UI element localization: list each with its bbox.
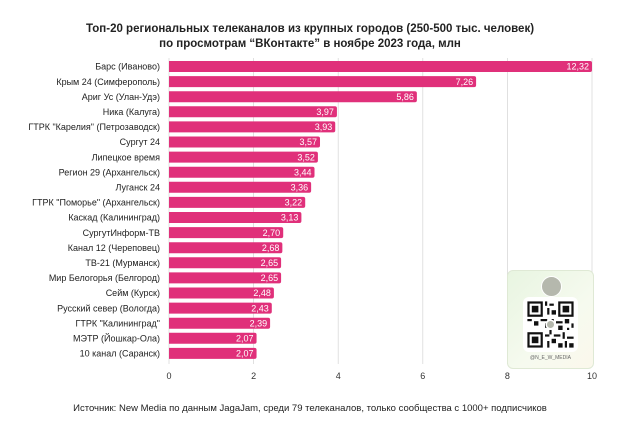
bar [169, 151, 318, 163]
category-label: ГТРК "Калининград" [75, 318, 160, 328]
bar [169, 287, 274, 299]
category-label: 10 канал (Саранск) [80, 349, 160, 359]
bar [169, 106, 337, 118]
bar [169, 76, 477, 88]
bar [169, 317, 271, 329]
bar [169, 332, 257, 344]
bar-value-label: 2,07 [236, 334, 254, 344]
x-tick-label: 2 [251, 371, 256, 381]
x-tick-label: 6 [420, 371, 425, 381]
bar [169, 242, 283, 254]
bar [169, 347, 257, 359]
category-label: Сейм (Курск) [106, 288, 160, 298]
bar-value-label: 2,70 [263, 228, 281, 238]
bar-value-label: 2,65 [261, 273, 279, 283]
category-label: Канал 12 (Череповец) [68, 243, 160, 253]
chart-title-line-1: Топ-20 региональных телеканалов из крупн… [85, 23, 535, 35]
bar-value-label: 3,57 [299, 137, 317, 147]
category-label: Регион 29 (Архангельск) [59, 167, 160, 177]
category-label: Мир Белогорья (Белгород) [49, 273, 160, 283]
bar-value-label: 3,97 [316, 107, 334, 117]
bar [169, 227, 284, 239]
bar-value-label: 3,36 [291, 183, 309, 193]
bars: 12,32 7,26 5,86 3,97 3,93 3,57 3,52 3,44 3,36 3,2… [169, 61, 592, 359]
category-label: Каскад (Калининград) [68, 213, 160, 223]
category-labels: Барс (Иваново) Крым 24 (Симферополь) Ариг … [28, 62, 160, 359]
category-label: Луганск 24 [115, 183, 160, 193]
category-label: ГТРК "Поморье" (Архангельск) [32, 198, 160, 208]
bar-value-label: 3,93 [315, 122, 333, 132]
qr-handle-text: @N_E_W_MEDIA [530, 355, 571, 361]
bar [169, 61, 592, 72]
bar [169, 181, 312, 193]
category-label: Ника (Калуга) [103, 107, 160, 117]
bar-value-label: 2,39 [250, 318, 268, 328]
bar-value-label: 3,13 [281, 213, 299, 223]
bar [169, 212, 302, 223]
bar [169, 272, 282, 284]
bar-value-label: 3,22 [285, 198, 303, 208]
source-note: Источник: New Media по данным JagaJam, с… [73, 403, 547, 414]
x-tick-label: 0 [166, 371, 171, 381]
bar-value-label: 5,86 [396, 92, 414, 102]
qr-code-card[interactable]: @N_E_W_MEDIA [507, 270, 594, 369]
bar-value-label: 7,26 [456, 77, 474, 87]
bar [169, 166, 315, 178]
bar [169, 257, 282, 269]
bar-value-label: 2,07 [236, 349, 254, 359]
bar [169, 91, 417, 103]
category-label: Ариг Ус (Улан-Удэ) [82, 92, 160, 102]
x-tick-label: 8 [505, 371, 510, 381]
bar [169, 302, 272, 314]
bar-value-label: 2,68 [262, 243, 280, 253]
bar-value-label: 2,43 [251, 303, 269, 313]
category-label: Барс (Иваново) [95, 62, 160, 72]
bar-value-label: 2,65 [261, 258, 279, 268]
category-label: Липецкое время [92, 152, 160, 162]
x-tick-label: 4 [336, 371, 341, 381]
category-label: МЭТР (Йошкар-Ола) [73, 333, 160, 344]
category-label: Русский север (Вологда) [57, 303, 160, 313]
bar [169, 121, 336, 133]
bar-value-label: 12,32 [566, 62, 589, 72]
chart-title: Топ-20 региональных телеканалов из крупн… [0, 22, 620, 52]
chart-title-line-2: по просмотрам “ВКонтакте” в ноябре 2023 … [159, 38, 461, 50]
category-label: СургутИнформ-ТВ [83, 228, 160, 238]
bar-value-label: 3,52 [297, 152, 315, 162]
channel-avatar [541, 276, 562, 297]
bar [169, 136, 321, 148]
x-tick-label: 10 [587, 371, 597, 381]
x-axis-ticks: 0 2 4 6 8 10 [166, 371, 597, 381]
category-label: ТВ-21 (Мурманск) [85, 258, 160, 268]
bar [169, 196, 306, 208]
category-label: Сургут 24 [120, 137, 160, 147]
category-label: Крым 24 (Симферополь) [56, 77, 160, 87]
bar-value-label: 2,48 [253, 288, 271, 298]
bar-value-label: 3,44 [294, 167, 312, 177]
qr-code-icon [523, 297, 578, 352]
category-label: ГТРК "Карелия" (Петрозаводск) [28, 122, 160, 132]
